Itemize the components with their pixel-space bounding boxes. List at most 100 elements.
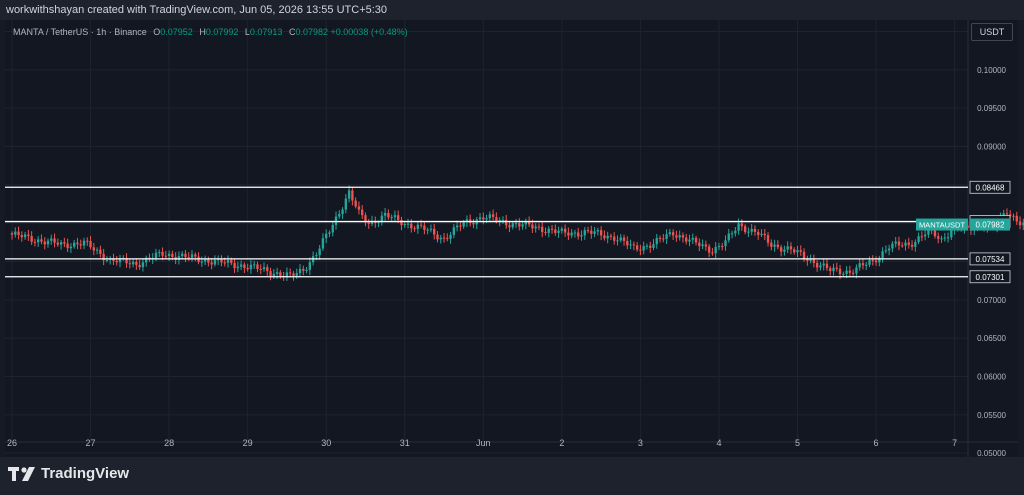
candle-body[interactable] (285, 272, 289, 277)
candle-body[interactable] (30, 235, 33, 242)
candle-body[interactable] (950, 230, 953, 238)
candle-body[interactable] (79, 244, 82, 246)
candle-body[interactable] (616, 240, 619, 242)
candle-body[interactable] (125, 258, 128, 264)
candle-body[interactable] (76, 242, 79, 245)
candle-body[interactable] (923, 234, 927, 237)
candle-body[interactable] (622, 237, 626, 241)
candle-body[interactable] (534, 226, 537, 229)
candle-body[interactable] (14, 231, 17, 235)
candle-body[interactable] (760, 233, 763, 236)
candle-body[interactable] (730, 233, 734, 235)
candle-body[interactable] (249, 264, 253, 270)
candle-body[interactable] (645, 245, 649, 247)
candle-body[interactable] (750, 228, 753, 232)
candle-body[interactable] (711, 252, 714, 254)
candle-body[interactable] (613, 236, 616, 241)
candle-body[interactable] (779, 247, 783, 252)
candle-body[interactable] (1015, 215, 1018, 222)
candle-body[interactable] (855, 267, 858, 274)
candle-body[interactable] (305, 269, 308, 271)
candle-body[interactable] (56, 242, 59, 245)
candle-body[interactable] (541, 226, 544, 233)
candle-body[interactable] (46, 240, 50, 245)
chart-panel[interactable] (5, 20, 1018, 457)
candle-body[interactable] (1022, 222, 1024, 226)
candle-body[interactable] (815, 262, 819, 268)
candle-body[interactable] (688, 239, 691, 242)
candle-body[interactable] (331, 224, 334, 233)
candle-body[interactable] (701, 244, 704, 247)
candle-body[interactable] (799, 250, 802, 252)
candle-body[interactable] (737, 223, 740, 231)
candle-body[interactable] (508, 225, 511, 228)
candle-body[interactable] (200, 261, 204, 263)
candle-body[interactable] (606, 235, 609, 239)
candle-body[interactable] (505, 219, 508, 226)
candle-body[interactable] (289, 272, 292, 274)
candle-body[interactable] (848, 270, 852, 273)
candle-body[interactable] (662, 238, 665, 240)
candle-body[interactable] (223, 262, 226, 264)
candle-body[interactable] (357, 206, 361, 210)
candle-body[interactable] (783, 249, 786, 252)
candle-body[interactable] (383, 212, 387, 216)
candle-body[interactable] (524, 220, 528, 225)
candle-body[interactable] (465, 219, 469, 223)
candle-body[interactable] (181, 253, 184, 257)
candle-body[interactable] (82, 240, 86, 246)
candle-body[interactable] (747, 231, 750, 233)
candle-body[interactable] (145, 257, 148, 263)
candle-body[interactable] (367, 222, 370, 224)
candle-body[interactable] (858, 263, 861, 268)
candle-body[interactable] (10, 233, 14, 235)
candle-body[interactable] (380, 215, 384, 223)
candle-body[interactable] (586, 230, 590, 232)
candle-body[interactable] (102, 253, 105, 261)
candle-body[interactable] (230, 259, 233, 264)
candle-body[interactable] (865, 264, 868, 266)
candle-body[interactable] (822, 263, 825, 266)
candle-body[interactable] (158, 251, 161, 253)
candle-body[interactable] (845, 270, 848, 274)
candle-body[interactable] (694, 237, 698, 243)
candle-body[interactable] (256, 264, 259, 269)
candle-body[interactable] (626, 240, 629, 246)
candle-body[interactable] (544, 232, 547, 234)
candle-body[interactable] (112, 258, 115, 261)
candle-body[interactable] (92, 247, 96, 251)
candle-body[interactable] (514, 223, 518, 225)
candle-body[interactable] (20, 235, 23, 238)
candle-body[interactable] (583, 230, 586, 236)
candle-body[interactable] (419, 224, 423, 226)
candle-body[interactable] (393, 215, 397, 218)
candle-body[interactable] (253, 264, 256, 266)
candle-body[interactable] (118, 258, 122, 263)
candle-body[interactable] (63, 242, 66, 244)
candle-body[interactable] (495, 217, 498, 222)
candle-body[interactable] (878, 257, 881, 263)
candle-body[interactable] (904, 242, 907, 246)
candle-body[interactable] (203, 259, 207, 262)
candle-body[interactable] (897, 241, 901, 246)
candle-body[interactable] (452, 227, 456, 235)
candle-body[interactable] (321, 238, 325, 249)
candle-body[interactable] (485, 218, 488, 220)
candle-body[interactable] (95, 249, 99, 251)
candle-body[interactable] (361, 209, 364, 216)
candle-body[interactable] (233, 263, 236, 269)
candle-body[interactable] (806, 258, 809, 261)
candle-body[interactable] (37, 239, 40, 243)
candle-body[interactable] (635, 245, 639, 250)
candle-body[interactable] (43, 241, 46, 245)
candle-body[interactable] (154, 252, 158, 259)
candle-body[interactable] (766, 235, 770, 243)
candle-body[interactable] (442, 237, 446, 239)
candle-body[interactable] (167, 253, 171, 257)
candle-body[interactable] (498, 220, 501, 222)
candle-body[interactable] (17, 231, 20, 236)
candle-body[interactable] (757, 231, 760, 236)
candle-body[interactable] (354, 200, 357, 207)
candle-body[interactable] (927, 227, 930, 235)
